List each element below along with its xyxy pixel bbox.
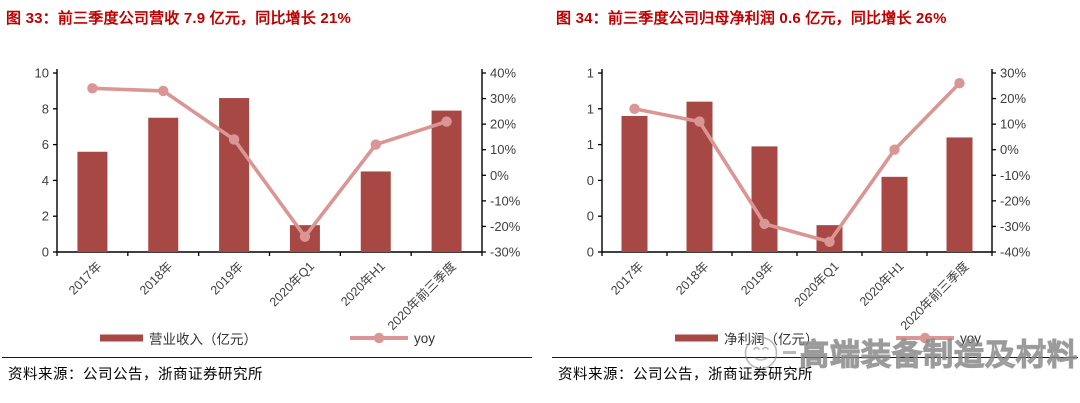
source-note: 资料来源：公司公告，浙商证券研究所 bbox=[558, 363, 813, 384]
x-category-label: 2020年Q1 bbox=[267, 259, 317, 309]
y-left-tick-label: 6 bbox=[42, 137, 49, 152]
y-right-tick-label: -30% bbox=[1000, 219, 1031, 234]
y-left-tick-label: 0 bbox=[587, 173, 594, 188]
bar bbox=[881, 176, 908, 252]
yoy-point bbox=[228, 134, 240, 145]
source-note: 资料来源：公司公告，浙商证券研究所 bbox=[8, 363, 263, 384]
bar bbox=[148, 117, 179, 252]
y-left-tick-label: 0 bbox=[587, 245, 594, 260]
x-category-label: 2020年Q1 bbox=[791, 259, 841, 309]
y-left-tick-label: 0 bbox=[587, 209, 594, 224]
y-right-tick-label: 0% bbox=[1000, 142, 1019, 157]
bar bbox=[946, 137, 973, 252]
chart-title-33: 图 33：前三季度公司营收 7.9 亿元，同比增长 21% bbox=[6, 10, 352, 27]
y-right-tick-label: -20% bbox=[490, 219, 521, 234]
y-right-tick-label: -20% bbox=[1000, 193, 1031, 208]
y-left-tick-label: 4 bbox=[42, 173, 49, 188]
bar bbox=[77, 151, 108, 252]
x-category-label: 2020年H1 bbox=[857, 259, 907, 309]
yoy-point bbox=[370, 139, 381, 150]
y-left-tick-label: 1 bbox=[587, 137, 594, 152]
legend-line-label: yoy bbox=[960, 331, 981, 346]
yoy-line bbox=[632, 81, 962, 244]
x-category-label: 2020年H1 bbox=[338, 259, 388, 309]
x-category-label: 2018年 bbox=[673, 259, 711, 297]
y-left-tick-label: 2 bbox=[42, 209, 49, 224]
y-right-tick-label: 30% bbox=[490, 91, 516, 106]
yoy-point bbox=[299, 231, 311, 242]
yoy-point bbox=[441, 116, 452, 127]
x-category-label: 2017年 bbox=[608, 259, 646, 297]
bar bbox=[360, 171, 391, 252]
legend-bar-label: 净利润（亿元） bbox=[724, 332, 819, 347]
yoy-point bbox=[629, 103, 640, 114]
y-right-tick-label: 20% bbox=[1000, 91, 1026, 106]
yoy-point bbox=[694, 116, 705, 127]
bar bbox=[219, 98, 250, 252]
net-profit-chart-canvas: 0 0 0 1 1 1 -40% -30% -20% -10% 0% 10% 20% 30% 2017年 20… bbox=[587, 66, 1031, 348]
divider-line bbox=[2, 357, 532, 358]
x-category-label: 2020年前三季度 bbox=[897, 258, 972, 333]
bar bbox=[431, 110, 462, 252]
y-left-tick-label: 10 bbox=[35, 66, 49, 81]
yoy-point bbox=[87, 83, 98, 94]
legend-line-point bbox=[373, 332, 385, 344]
y-right-tick-label: 10% bbox=[490, 142, 516, 157]
y-right-tick-label: 10% bbox=[1000, 117, 1026, 132]
x-category-label: 2017年 bbox=[66, 259, 104, 297]
x-category-label: 2018年 bbox=[137, 259, 175, 297]
source-label: 资料来源： bbox=[558, 367, 633, 383]
x-category-label: 2019年 bbox=[738, 259, 776, 297]
revenue-chart-canvas: 0 2 4 6 8 10 -30% -20% -10% 0% 10% 20% 30% 40% 2017年 20… bbox=[35, 66, 521, 348]
legend-bar-label: 营业收入（亿元） bbox=[149, 332, 257, 347]
bar bbox=[621, 115, 648, 253]
y-right-tick-label: 20% bbox=[490, 117, 516, 132]
source-label: 资料来源： bbox=[8, 367, 83, 383]
legend-bar-swatch bbox=[100, 334, 143, 342]
y-right-tick-label: -30% bbox=[490, 245, 521, 260]
legend-line-point bbox=[919, 332, 931, 344]
y-right-tick-label: -10% bbox=[1000, 168, 1031, 183]
y-right-tick-label: 40% bbox=[490, 66, 516, 81]
yoy-point bbox=[759, 218, 770, 230]
y-right-tick-label: -10% bbox=[490, 193, 521, 208]
yoy-line bbox=[90, 86, 449, 239]
chart-title-34: 图 34：前三季度公司归母净利润 0.6 亿元，同比增长 26% bbox=[556, 10, 947, 27]
y-left-tick-label: 1 bbox=[587, 101, 594, 116]
legend-line-label: yoy bbox=[414, 331, 435, 346]
source-text: 公司公告，浙商证券研究所 bbox=[633, 367, 813, 383]
y-right-tick-label: -40% bbox=[1000, 245, 1031, 260]
yoy-point bbox=[954, 78, 965, 89]
yoy-point bbox=[824, 236, 835, 247]
revenue-chart-panel: 图 33：前三季度公司营收 7.9 亿元，同比增长 21% 0 2 4 6 8 10 -30… bbox=[2, 10, 532, 384]
y-left-tick-label: 1 bbox=[587, 66, 594, 81]
y-left-tick-label: 0 bbox=[42, 245, 49, 260]
x-category-label: 2020年前三季度 bbox=[384, 258, 459, 333]
net-profit-chart-panel: 图 34：前三季度公司归母净利润 0.6 亿元，同比增长 26% 0 0 0 1 1 1 -… bbox=[540, 0, 1080, 403]
divider-line bbox=[552, 357, 1078, 358]
x-category-label: 2019年 bbox=[208, 259, 246, 297]
source-text: 公司公告，浙商证券研究所 bbox=[83, 367, 263, 383]
legend-bar-swatch bbox=[675, 334, 718, 342]
bar bbox=[751, 146, 778, 252]
yoy-point bbox=[158, 85, 169, 97]
y-right-tick-label: 0% bbox=[490, 168, 509, 183]
y-right-tick-label: 30% bbox=[1000, 66, 1026, 81]
y-left-tick-label: 8 bbox=[42, 101, 49, 116]
yoy-point bbox=[889, 144, 900, 155]
